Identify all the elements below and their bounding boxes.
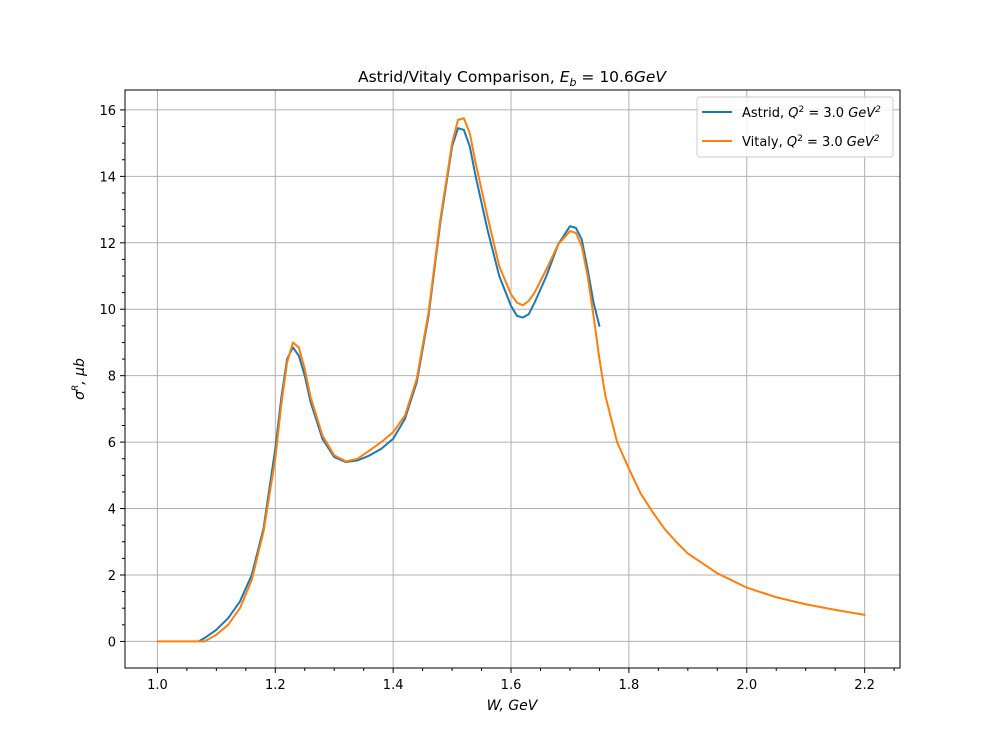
series-line-vitaly [156,117,866,643]
legend-label-vitaly: Vitaly, Q2 = 3.0 GeV2 [742,134,880,150]
y-axis-label: σR, μb [71,358,88,400]
chart-title: Astrid/Vitaly Comparison, Eb = 10.6GeV [358,68,667,89]
y-tick-label: 8 [108,370,116,385]
x-tick-label: 1.2 [265,678,286,693]
y-tick-label: 6 [108,436,116,451]
legend-box [696,96,894,158]
y-tick-label: 12 [99,237,116,252]
legend-label-astrid: Astrid, Q2 = 3.0 GeV2 [742,105,881,121]
x-tick-label: 2.2 [854,678,875,693]
x-axis-label: W, GeV [487,698,539,714]
x-tick-label: 1.4 [383,678,404,693]
legend: Astrid, Q2 = 3.0 GeV2 Vitaly, Q2 = 3.0 G… [696,96,894,158]
x-tick-label: 1.0 [147,678,168,693]
y-tick-label: 14 [99,170,116,185]
x-tick-label: 1.8 [619,678,640,693]
y-tick-label: 0 [108,635,116,650]
y-tick-label: 4 [108,503,116,518]
y-tick-label: 16 [99,104,116,119]
y-tick-label: 10 [99,303,116,318]
axis-ticks: 1.0 1.2 1.4 1.6 1.8 2.0 2.2 0 2 4 6 8 10 12 14 16 [99,104,895,693]
series-lines [156,117,866,643]
x-tick-label: 2.0 [736,678,757,693]
y-tick-label: 2 [108,569,116,584]
x-tick-label: 1.6 [501,678,522,693]
plot-frame [124,89,901,669]
grid [125,90,900,668]
